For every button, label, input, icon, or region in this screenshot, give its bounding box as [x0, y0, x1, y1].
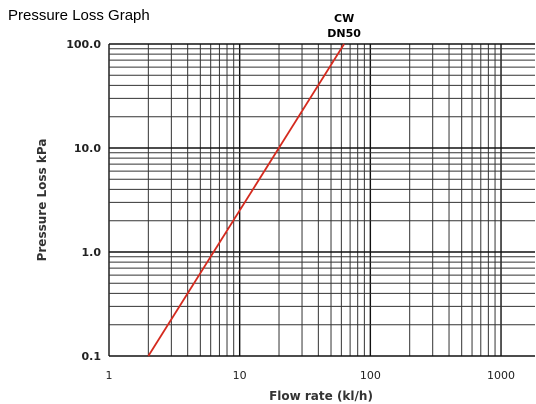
y-tick-label: 100.0 [66, 38, 101, 51]
y-tick-label: 10.0 [74, 142, 101, 155]
label-group: 1 10 100 1000 100.0 10.0 1.0 0.1 Flow rate (kl/h… [35, 38, 515, 403]
y-tick-label: 1.0 [82, 246, 102, 259]
x-axis-label: Flow rate (kl/h) [269, 389, 373, 403]
series-label-line-0: CW [334, 12, 354, 25]
series-label-line-1: DN50 [327, 27, 361, 40]
y-axis-label: Pressure Loss kPa [35, 139, 49, 262]
y-tick-label: 0.1 [82, 350, 102, 363]
grid [108, 43, 535, 357]
chart-title: Pressure Loss Graph [8, 7, 150, 24]
series-group: CW DN50 [147, 12, 361, 357]
x-tick-label: 1000 [487, 369, 515, 382]
x-tick-label: 10 [233, 369, 247, 382]
series-line-0 [147, 43, 345, 357]
x-tick-label: 1 [106, 369, 113, 382]
x-tick-label: 100 [360, 369, 381, 382]
